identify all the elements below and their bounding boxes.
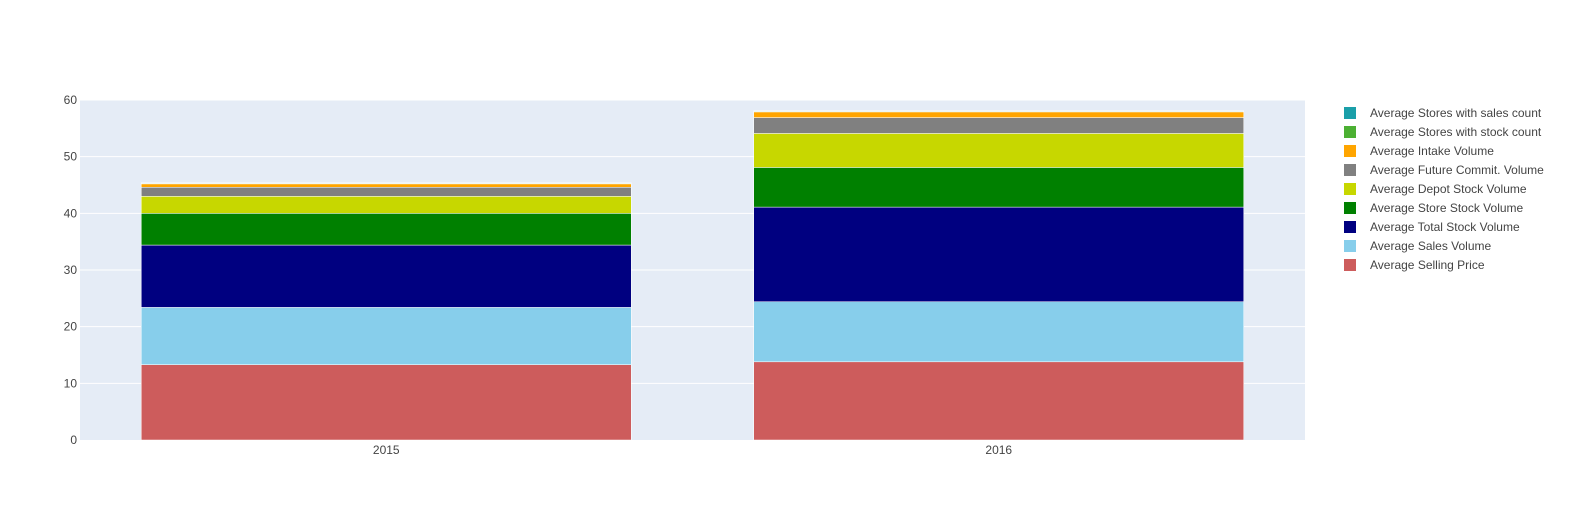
bar-segment[interactable] — [753, 167, 1244, 208]
legend-swatch — [1344, 221, 1356, 233]
bar-segment[interactable] — [141, 213, 632, 246]
y-tick-label: 30 — [64, 263, 78, 277]
bar-segment[interactable] — [753, 110, 1244, 112]
legend-label: Average Store Stock Volume — [1370, 201, 1524, 215]
x-tick-label: 2016 — [985, 443, 1012, 457]
y-tick-label: 10 — [64, 376, 78, 390]
bar-segment[interactable] — [141, 187, 632, 197]
legend-item[interactable]: Average Stores with sales count — [1344, 106, 1542, 120]
legend-label: Average Depot Stock Volume — [1370, 182, 1527, 196]
y-axis-tick-labels: 0 10 20 30 40 50 60 — [64, 93, 78, 447]
legend-swatch — [1344, 126, 1356, 138]
legend-label: Average Sales Volume — [1370, 239, 1492, 253]
legend-item[interactable]: Average Selling Price — [1344, 258, 1485, 272]
legend-item[interactable]: Average Total Stock Volume — [1344, 220, 1520, 234]
legend-label: Average Total Stock Volume — [1370, 220, 1520, 234]
legend-label: Average Stores with stock count — [1370, 125, 1542, 139]
legend-label: Average Selling Price — [1370, 258, 1485, 272]
legend-swatch — [1344, 145, 1356, 157]
bar-segment[interactable] — [753, 133, 1244, 168]
x-axis-tick-labels: 2015 2016 — [373, 443, 1013, 457]
bar-segment[interactable] — [753, 206, 1244, 302]
legend-item[interactable]: Average Sales Volume — [1344, 239, 1492, 253]
legend-swatch — [1344, 164, 1356, 176]
legend-swatch — [1344, 259, 1356, 271]
legend-item[interactable]: Average Intake Volume — [1344, 144, 1494, 158]
y-tick-label: 20 — [64, 320, 78, 334]
legend-item[interactable]: Average Store Stock Volume — [1344, 201, 1524, 215]
legend-label: Average Stores with sales count — [1370, 106, 1542, 120]
legend-label: Average Future Commit. Volume — [1370, 163, 1544, 177]
bar-segment[interactable] — [141, 244, 632, 308]
x-tick-label: 2015 — [373, 443, 400, 457]
legend-swatch — [1344, 202, 1356, 214]
legend-swatch — [1344, 183, 1356, 195]
bar-segment[interactable] — [141, 307, 632, 365]
y-tick-label: 0 — [70, 433, 77, 447]
bar-segment[interactable] — [141, 196, 632, 214]
bar-segment[interactable] — [753, 361, 1244, 441]
y-tick-label: 40 — [64, 206, 78, 220]
legend-swatch — [1344, 240, 1356, 252]
legend[interactable]: Average Stores with sales count Average S… — [1344, 106, 1544, 272]
legend-label: Average Intake Volume — [1370, 144, 1494, 158]
legend-item[interactable]: Average Depot Stock Volume — [1344, 182, 1527, 196]
y-tick-label: 50 — [64, 150, 78, 164]
legend-item[interactable]: Average Future Commit. Volume — [1344, 163, 1544, 177]
bar-segment[interactable] — [753, 117, 1244, 134]
legend-swatch — [1344, 107, 1356, 119]
y-tick-label: 60 — [64, 93, 78, 107]
bar-segment[interactable] — [141, 183, 632, 188]
bar-segment[interactable] — [753, 111, 1244, 118]
legend-item[interactable]: Average Stores with stock count — [1344, 125, 1542, 139]
bar-segment[interactable] — [141, 182, 632, 184]
bar-segment[interactable] — [753, 301, 1244, 363]
bar-segment[interactable] — [141, 364, 632, 441]
bar-stacks[interactable] — [141, 110, 1244, 441]
